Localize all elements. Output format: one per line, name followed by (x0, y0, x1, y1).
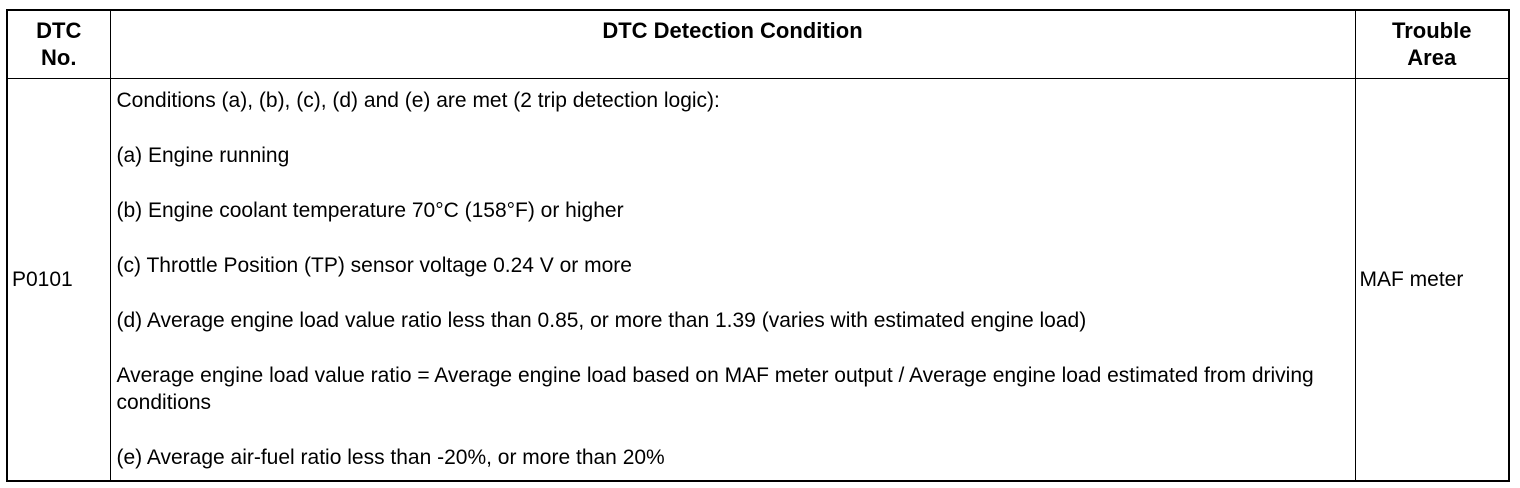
table-row: P0101 Conditions (a), (b), (c), (d) and … (6, 77, 1510, 482)
header-trouble-area-line1: Trouble (1392, 18, 1472, 44)
header-dtc-no-line1: DTC (36, 18, 82, 44)
header-detection-condition: DTC Detection Condition (109, 9, 1356, 79)
header-dtc-no-line2: No. (41, 45, 77, 71)
trouble-area-cell: MAF meter (1354, 77, 1510, 482)
header-row: DTC No. DTC Detection Condition Trouble … (6, 9, 1510, 79)
header-trouble-area-line2: Area (1407, 45, 1457, 71)
header-trouble-area: Trouble Area (1354, 9, 1510, 79)
condition-b: (b) Engine coolant temperature 70°C (158… (116, 198, 624, 222)
detection-condition-cell: Conditions (a), (b), (c), (d) and (e) ar… (109, 77, 1356, 482)
condition-a: (a) Engine running (116, 143, 290, 167)
condition-e: (e) Average air-fuel ratio less than -20… (116, 445, 665, 469)
condition-c: (c) Throttle Position (TP) sensor voltag… (116, 253, 632, 277)
header-dtc-no: DTC No. (6, 9, 111, 79)
condition-summary: Conditions (a), (b), (c), (d) and (e) ar… (116, 88, 720, 112)
dtc-table: DTC No. DTC Detection Condition Trouble … (6, 9, 1510, 482)
condition-d: (d) Average engine load value ratio less… (116, 308, 1087, 332)
dtc-code-cell: P0101 (6, 77, 111, 482)
header-detection-condition-label: DTC Detection Condition (602, 18, 863, 43)
condition-ratio-definition: Average engine load value ratio = Averag… (116, 363, 1314, 414)
